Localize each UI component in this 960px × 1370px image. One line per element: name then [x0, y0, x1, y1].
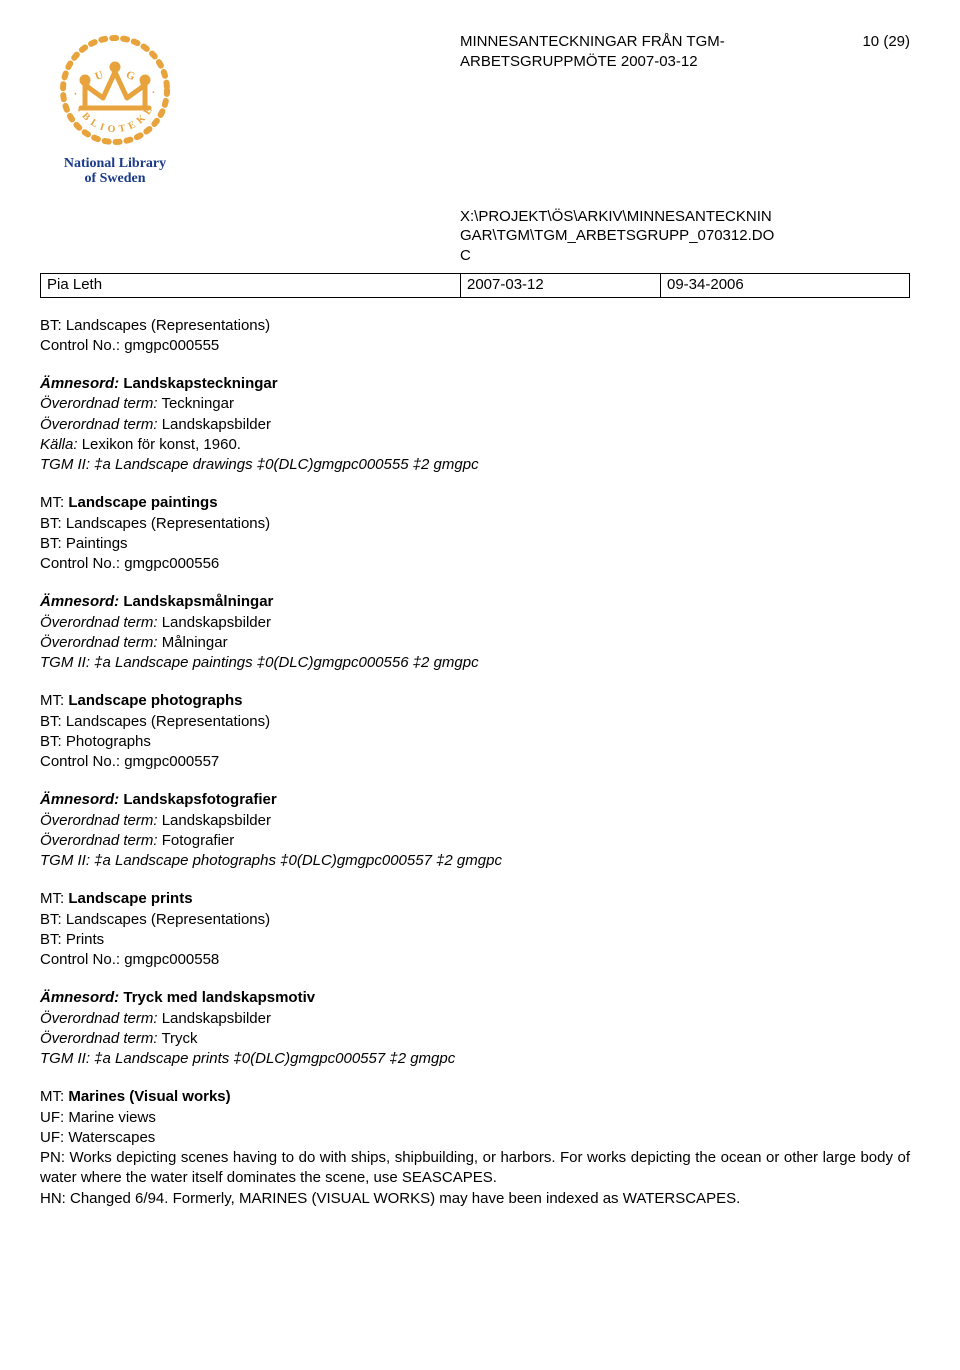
entry-line: UF: Marine views [40, 1108, 910, 1128]
entry-line: Ämnesord: Landskapsmålningar [40, 592, 910, 612]
entry-line: Control No.: gmgpc000558 [40, 950, 910, 970]
entry-line: Källa: Lexikon för konst, 1960. [40, 435, 910, 455]
entry-line: Överordnad term: Landskapsbilder [40, 613, 910, 633]
entry-block: Ämnesord: LandskapsteckningarÖverordnad … [40, 374, 910, 475]
entry-block: MT: Marines (Visual works)UF: Marine vie… [40, 1087, 910, 1209]
entry-line: TGM II: ‡a Landscape prints ‡0(DLC)gmgpc… [40, 1049, 910, 1069]
entry-line: TGM II: ‡a Landscape photographs ‡0(DLC)… [40, 851, 910, 871]
entry-line: Överordnad term: Landskapsbilder [40, 811, 910, 831]
logo-caption-line2: of Sweden [84, 171, 145, 186]
entry-block: MT: Landscape paintingsBT: Landscapes (R… [40, 493, 910, 574]
entry-line: TGM II: ‡a Landscape drawings ‡0(DLC)gmg… [40, 455, 910, 475]
entry-line: PN: Works depicting scenes having to do … [40, 1148, 910, 1189]
entry-block: BT: Landscapes (Representations)Control … [40, 316, 910, 357]
entry-line: BT: Landscapes (Representations) [40, 316, 910, 336]
entry-line: Överordnad term: Landskapsbilder [40, 415, 910, 435]
entry-line: Ämnesord: Landskapsteckningar [40, 374, 910, 394]
entry-line: BT: Paintings [40, 534, 910, 554]
document-header: · K U N G L · B I B L I O T E K E T Nati… [40, 30, 910, 187]
entry-block: Ämnesord: Tryck med landskapsmotivÖveror… [40, 988, 910, 1069]
meta-date: 2007-03-12 [461, 274, 661, 297]
entry-line: Överordnad term: Teckningar [40, 394, 910, 414]
entry-line: MT: Landscape paintings [40, 493, 910, 513]
entry-line: BT: Landscapes (Representations) [40, 910, 910, 930]
logo-caption-line1: National Library [64, 156, 166, 171]
entry-line: Control No.: gmgpc000557 [40, 752, 910, 772]
entry-block: Ämnesord: LandskapsmålningarÖverordnad t… [40, 592, 910, 673]
file-path: X:\PROJEKT\ÖS\ARKIV\MINNESANTECKNIN GAR\… [40, 207, 910, 266]
entry-line: UF: Waterscapes [40, 1128, 910, 1148]
entry-line: MT: Landscape prints [40, 889, 910, 909]
path-line2: GAR\TGM\TGM_ARBETSGRUPP_070312.DO [460, 227, 774, 244]
entry-line: Överordnad term: Tryck [40, 1029, 910, 1049]
entry-line: MT: Landscape photographs [40, 691, 910, 711]
entry-line: HN: Changed 6/94. Formerly, MARINES (VIS… [40, 1189, 910, 1209]
entry-line: BT: Photographs [40, 732, 910, 752]
entry-block: Ämnesord: LandskapsfotografierÖverordnad… [40, 790, 910, 871]
entry-line: MT: Marines (Visual works) [40, 1087, 910, 1107]
kb-logo: · K U N G L · B I B L I O T E K E T [55, 30, 175, 150]
path-line3: C [460, 247, 471, 264]
entries-container: BT: Landscapes (Representations)Control … [40, 316, 910, 1209]
entry-line: Ämnesord: Landskapsfotografier [40, 790, 910, 810]
entry-block: MT: Landscape printsBT: Landscapes (Repr… [40, 889, 910, 970]
entry-line: BT: Landscapes (Representations) [40, 712, 910, 732]
logo-caption: National Library of Sweden [40, 156, 190, 187]
meta-table: Pia Leth 2007-03-12 09-34-2006 [40, 273, 910, 297]
page-number: 10 (29) [830, 30, 910, 52]
entry-line: Överordnad term: Landskapsbilder [40, 1009, 910, 1029]
title-line1: MINNESANTECKNINGAR FRÅN TGM- [460, 33, 725, 50]
entry-line: BT: Prints [40, 930, 910, 950]
entry-line: Överordnad term: Målningar [40, 633, 910, 653]
entry-line: BT: Landscapes (Representations) [40, 514, 910, 534]
title-line2: ARBETSGRUPPMÖTE 2007-03-12 [460, 53, 698, 70]
entry-line: TGM II: ‡a Landscape paintings ‡0(DLC)gm… [40, 653, 910, 673]
meta-author: Pia Leth [41, 274, 461, 297]
entry-line: Control No.: gmgpc000556 [40, 554, 910, 574]
meta-refnum: 09-34-2006 [661, 274, 910, 297]
entry-block: MT: Landscape photographsBT: Landscapes … [40, 691, 910, 772]
path-line1: X:\PROJEKT\ÖS\ARKIV\MINNESANTECKNIN [460, 208, 772, 225]
doc-title: MINNESANTECKNINGAR FRÅN TGM- ARBETSGRUPP… [200, 30, 830, 73]
logo-cell: · K U N G L · B I B L I O T E K E T Nati… [40, 30, 200, 187]
entry-line: Control No.: gmgpc000555 [40, 336, 910, 356]
meta-row: Pia Leth 2007-03-12 09-34-2006 [41, 274, 910, 297]
entry-line: Ämnesord: Tryck med landskapsmotiv [40, 988, 910, 1008]
entry-line: Överordnad term: Fotografier [40, 831, 910, 851]
